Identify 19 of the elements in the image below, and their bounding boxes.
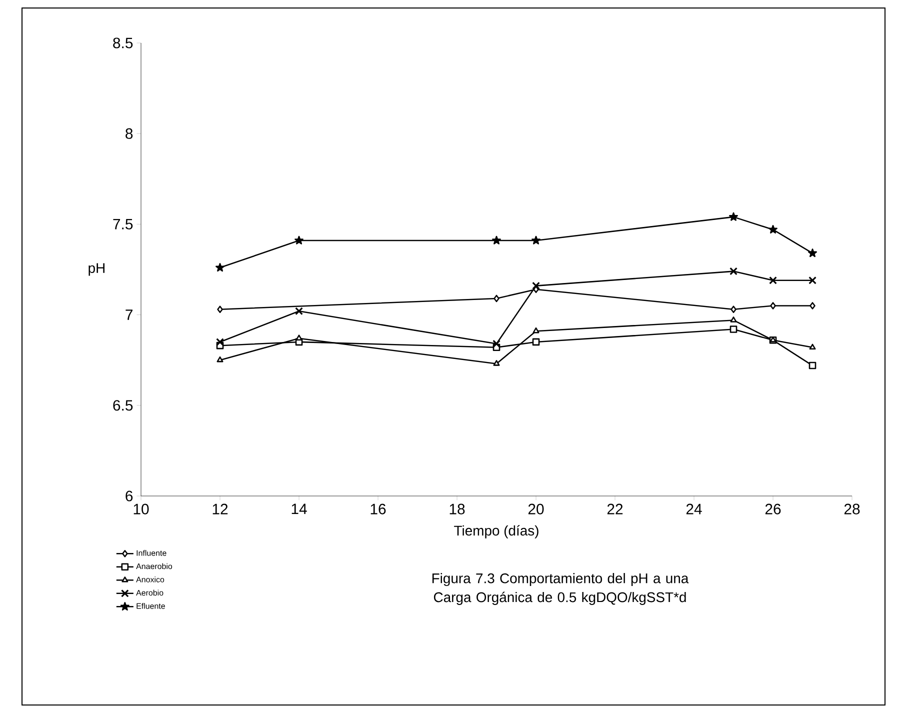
x-tick-label: 14 — [292, 504, 307, 514]
x-tick-label: 28 — [844, 504, 860, 514]
y-tick-label: 6.5 — [113, 400, 133, 411]
x-tick-label: 10 — [134, 504, 149, 514]
x-tick-label: 26 — [765, 504, 781, 514]
y-axis-title: pH — [88, 263, 104, 276]
y-tick-label: 6 — [126, 490, 133, 502]
x-tick-label: 12 — [212, 504, 228, 514]
x-tick-label: 16 — [370, 504, 386, 514]
text: Figura 7.3 Comportamiento del pH a una Carga Orgánica de 0.5 kgDQO/kgSST*d — [432, 573, 689, 605]
x-tick-label: 18 — [450, 504, 465, 514]
y-tick-label: 7 — [126, 310, 132, 320]
x-axis-title: Tiempo (días) — [454, 525, 538, 538]
x-tick-label: 24 — [686, 504, 702, 514]
y-tick-label: 8 — [126, 128, 133, 139]
y-tick-label: 8.5 — [113, 38, 133, 48]
x-tick-label: 22 — [607, 504, 623, 514]
x-tick-label: 20 — [528, 504, 544, 514]
y-tick-label: 7.5 — [113, 218, 133, 230]
